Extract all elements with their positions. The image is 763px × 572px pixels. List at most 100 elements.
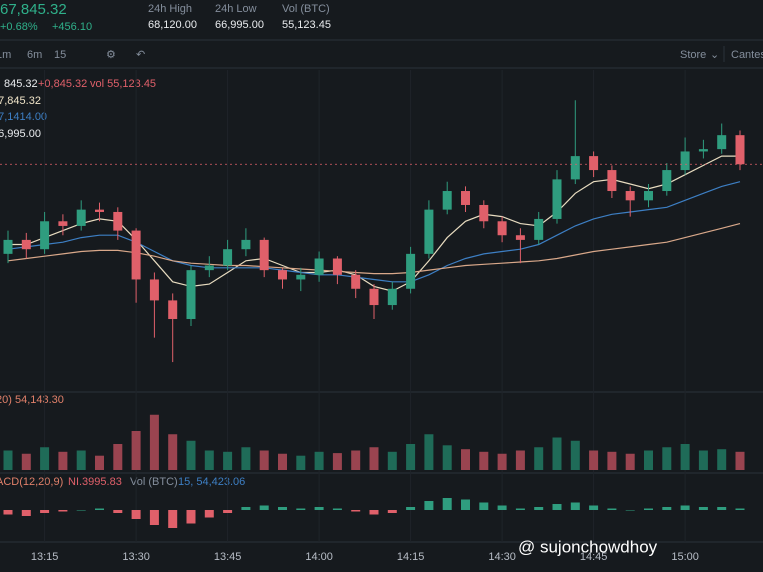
volume-bar [534, 447, 544, 470]
volume-bar [570, 440, 580, 470]
candle-body [204, 265, 214, 271]
stat-value: 68,120.00 [148, 19, 197, 31]
candle-body [314, 258, 324, 275]
x-tick-label: 14:45 [580, 551, 608, 563]
candle-body [76, 209, 86, 226]
candle-body [223, 249, 233, 266]
legend-text: 66,995.00 [0, 128, 41, 140]
menu-item[interactable]: Cantes [731, 49, 763, 61]
candle-body [351, 274, 361, 289]
macd-bar [497, 505, 507, 510]
macd-bar [589, 505, 599, 510]
interval[interactable]: 15 [54, 49, 66, 61]
candle-body [95, 209, 104, 212]
volume-bar [680, 444, 690, 470]
volume-bar [552, 437, 562, 470]
macd-bar [698, 507, 708, 510]
legend-text: 845.32 [4, 78, 38, 90]
candle-body [570, 156, 580, 180]
candle-body [497, 221, 507, 236]
candle-body [278, 270, 287, 280]
chevron: ⌄ [710, 49, 719, 61]
candle-body [534, 218, 544, 240]
menu-store[interactable]: Store [680, 49, 706, 61]
candle-body [332, 258, 342, 275]
macd-bar [296, 508, 306, 510]
volume-bar [113, 444, 123, 470]
macd-bar [680, 505, 690, 510]
candle-body [680, 151, 690, 171]
change-pct: +0.68% [0, 21, 38, 33]
stat-value: 66,995.00 [215, 19, 264, 31]
volume-bar [515, 450, 525, 470]
candle-body [3, 239, 13, 254]
macd-bar [40, 510, 50, 513]
macd-bar [168, 510, 178, 528]
stat-label: 24h High [148, 3, 192, 15]
candle-body [698, 149, 708, 152]
macd-bar [351, 510, 361, 512]
macd-bar [278, 507, 287, 510]
settings-icon[interactable]: ⚙ [106, 49, 116, 61]
volume-bar [259, 450, 269, 470]
macd-bar [644, 508, 653, 510]
undo-icon[interactable]: ↶ [136, 49, 145, 61]
macd-bar [131, 510, 141, 519]
volume-bar [351, 450, 361, 470]
macd-bar [204, 510, 214, 518]
legend-text: 67,845.32 [0, 95, 41, 107]
volume-bar [149, 414, 159, 470]
volume-bar [717, 449, 727, 470]
watermark: @ sujonchowdhoy [518, 537, 658, 556]
candle-body [21, 239, 31, 250]
x-tick-label: 14:15 [397, 551, 425, 563]
macd-bar [3, 510, 13, 515]
macd-bar [570, 502, 580, 510]
interval[interactable]: 1m [0, 49, 11, 61]
candle-body [424, 209, 434, 254]
volume-bar [442, 445, 452, 470]
x-tick-label: 13:30 [122, 551, 150, 563]
macd-bar [424, 501, 434, 510]
volume-bar [314, 451, 324, 470]
stat-label: 24h Low [215, 3, 257, 15]
candle-body [58, 221, 68, 226]
volume-bar [698, 450, 708, 470]
macd-vol: Vol (BTC) [130, 476, 178, 488]
volume-bar [223, 451, 233, 470]
x-tick-label: 15:00 [671, 551, 699, 563]
candle-body [113, 211, 123, 231]
volume-bar [424, 434, 434, 470]
stat-value: 55,123.45 [282, 19, 331, 31]
candle-body [149, 279, 159, 301]
macd-bar [186, 510, 196, 524]
price: 67,845.32 [0, 1, 67, 18]
candle-body [259, 239, 269, 271]
candle-body [625, 191, 635, 201]
candle-body [168, 300, 178, 320]
moving-average [7, 223, 741, 275]
volume-bar [58, 451, 68, 470]
macd-bar [625, 510, 635, 511]
interval[interactable]: 6m [27, 49, 42, 61]
x-tick-label: 13:45 [214, 551, 242, 563]
macd-bar [369, 510, 379, 515]
macd-bar [479, 502, 489, 510]
volume-bar [296, 455, 306, 470]
macd-bar [241, 507, 251, 510]
volume-bar [387, 451, 397, 470]
volume-label: 20) 54,143.30 [0, 394, 64, 406]
macd-label: ACD(12,20,9) [0, 476, 63, 488]
volume-bar [735, 451, 745, 470]
volume-bar [241, 447, 251, 470]
candle-body [515, 235, 525, 240]
volume-bar [607, 451, 617, 470]
volume-bar [168, 434, 178, 470]
x-tick-label: 13:15 [31, 551, 59, 563]
macd-bar [406, 507, 416, 510]
macd-bar [442, 498, 452, 510]
candle-body [552, 179, 562, 219]
candle-body [369, 288, 379, 306]
macd-bar [149, 510, 159, 525]
